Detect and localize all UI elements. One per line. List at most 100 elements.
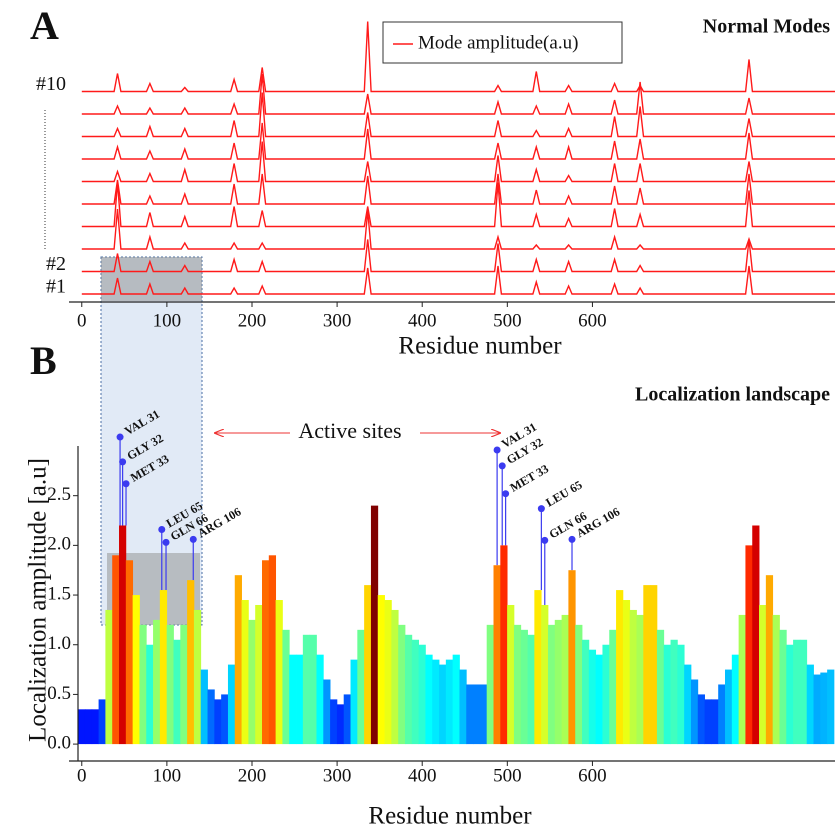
bar xyxy=(248,619,256,745)
bar xyxy=(207,689,215,745)
x-axis-label: Residue number xyxy=(368,803,532,830)
legend-label: Mode amplitude(a.u) xyxy=(418,32,578,53)
bar xyxy=(813,674,821,745)
bar xyxy=(275,600,283,745)
bar xyxy=(404,634,413,745)
x-tick-label: 500 xyxy=(493,310,522,331)
site-label: MET 33 xyxy=(507,461,550,494)
y-tick-label: 0.0 xyxy=(47,732,71,753)
bar xyxy=(309,634,317,745)
bar xyxy=(146,644,154,745)
mode-line xyxy=(81,92,835,138)
bar xyxy=(500,545,508,745)
bar xyxy=(547,624,556,745)
mode-line xyxy=(81,21,835,93)
chart-title: Normal Modes xyxy=(703,16,830,38)
x-axis-label: Residue number xyxy=(398,333,562,360)
chart-title: Localization landscape xyxy=(635,384,830,406)
bar xyxy=(296,654,304,745)
bar xyxy=(262,560,270,745)
y-tick-label: 1.0 xyxy=(47,633,71,654)
bar xyxy=(159,590,168,745)
bar xyxy=(418,644,426,745)
bar xyxy=(221,694,229,745)
bar xyxy=(153,619,161,745)
site-marker xyxy=(541,536,549,544)
mode-line xyxy=(81,173,835,205)
bar xyxy=(330,699,338,745)
site-marker xyxy=(158,525,166,533)
bar xyxy=(439,664,447,745)
site-marker xyxy=(493,446,501,454)
bar xyxy=(656,629,665,745)
panel-label: B xyxy=(30,338,57,383)
bar xyxy=(459,669,467,745)
site-marker xyxy=(498,462,506,470)
y-axis-label: Localization amplitude [a.u] xyxy=(25,458,52,742)
bar xyxy=(670,639,678,745)
site-marker xyxy=(568,535,576,543)
bar xyxy=(84,709,93,745)
bar xyxy=(697,694,705,745)
bar xyxy=(323,679,331,745)
bar xyxy=(629,609,637,745)
bar xyxy=(595,654,603,745)
mode-line xyxy=(81,122,835,160)
legend-box xyxy=(382,21,623,64)
bar xyxy=(479,684,488,745)
site-marker xyxy=(116,433,124,441)
x-tick-label: 500 xyxy=(493,765,522,786)
bar xyxy=(575,624,583,745)
bar xyxy=(786,644,794,745)
bar xyxy=(493,565,501,745)
x-tick-label: 100 xyxy=(153,765,182,786)
bar xyxy=(391,609,399,745)
bar xyxy=(343,694,351,745)
bar xyxy=(425,654,433,745)
bar xyxy=(445,659,454,745)
mode-line xyxy=(81,208,835,250)
x-tick-label: 600 xyxy=(578,765,607,786)
bar xyxy=(534,590,542,745)
site-marker xyxy=(537,505,545,513)
site-marker xyxy=(189,535,197,543)
bar xyxy=(350,659,358,745)
mode-line xyxy=(81,182,835,228)
x-tick-label: 200 xyxy=(238,765,267,786)
series-label: #1 xyxy=(46,276,66,298)
bar xyxy=(704,699,712,745)
bar xyxy=(119,525,127,745)
bar xyxy=(759,604,767,745)
bar xyxy=(268,555,277,745)
bar xyxy=(820,672,828,745)
site-label: LEU 65 xyxy=(543,478,584,510)
bar xyxy=(806,664,814,745)
site-marker xyxy=(122,480,130,488)
bar xyxy=(663,644,671,745)
bar xyxy=(132,595,140,745)
bar xyxy=(718,684,726,745)
bar xyxy=(684,664,692,745)
bar xyxy=(609,629,617,745)
bar xyxy=(602,644,610,745)
bar xyxy=(180,624,188,745)
bar xyxy=(173,639,181,745)
x-tick-label: 600 xyxy=(578,310,607,331)
bar xyxy=(622,600,631,745)
bar xyxy=(78,709,86,745)
bar xyxy=(725,669,733,745)
bar xyxy=(364,585,372,745)
bar xyxy=(650,585,658,745)
bar xyxy=(432,659,440,745)
bar xyxy=(568,570,576,745)
bar xyxy=(282,629,290,745)
panel-label: A xyxy=(30,3,59,48)
bar xyxy=(486,624,494,745)
bar xyxy=(357,629,365,745)
site-marker xyxy=(119,458,127,466)
bar xyxy=(139,624,147,745)
bar xyxy=(98,699,106,745)
bar xyxy=(370,505,379,745)
bar xyxy=(738,614,746,745)
